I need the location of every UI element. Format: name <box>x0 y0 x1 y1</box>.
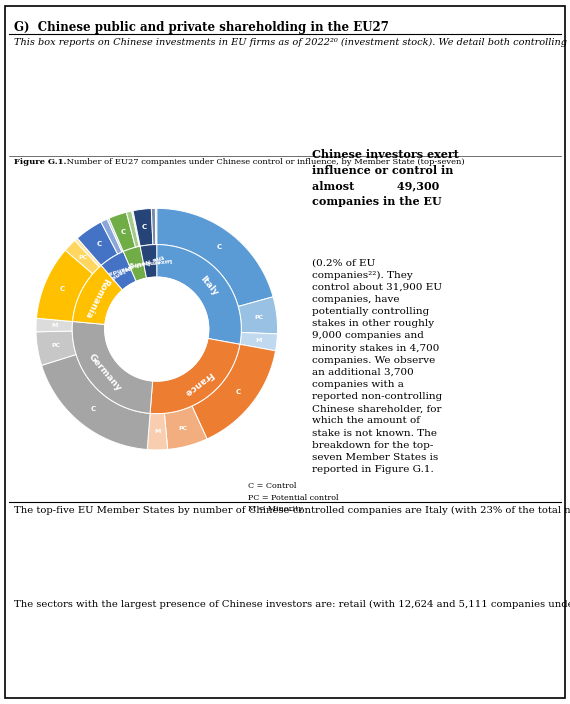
Polygon shape <box>75 238 101 267</box>
Text: G)  Chinese public and private shareholding in the EU27: G) Chinese public and private shareholdi… <box>14 21 389 34</box>
Text: The sectors with the largest presence of Chinese investors are: retail (with 12,: The sectors with the largest presence of… <box>14 600 570 609</box>
Text: The top-five EU Member States by number of Chinese-controlled companies are Ital: The top-five EU Member States by number … <box>14 505 570 515</box>
Polygon shape <box>127 211 139 247</box>
Text: M: M <box>51 323 58 328</box>
Text: PC: PC <box>254 315 263 320</box>
Polygon shape <box>240 332 278 351</box>
Text: C: C <box>90 406 95 413</box>
Text: C: C <box>60 286 65 292</box>
Text: Germany: Germany <box>87 353 123 394</box>
Polygon shape <box>140 244 157 278</box>
Polygon shape <box>238 297 278 334</box>
Polygon shape <box>107 218 123 252</box>
Text: Italy: Italy <box>198 274 220 297</box>
Polygon shape <box>164 406 207 449</box>
Polygon shape <box>78 222 117 265</box>
Text: Chinese investors exert
influence or control in
almost           49,300
companie: Chinese investors exert influence or con… <box>312 149 459 207</box>
Text: PC: PC <box>79 256 88 260</box>
Polygon shape <box>192 344 275 439</box>
Text: C: C <box>235 389 241 395</box>
Text: C = Control
PC = Potential control
M = Minority: C = Control PC = Potential control M = M… <box>248 482 339 513</box>
Polygon shape <box>36 318 72 332</box>
Polygon shape <box>150 339 240 414</box>
Text: Figure G.1.: Figure G.1. <box>14 158 67 165</box>
Text: This box reports on Chinese investments in EU firms as of 2022²⁰ (investment sto: This box reports on Chinese investments … <box>14 38 570 47</box>
Polygon shape <box>101 219 122 254</box>
Polygon shape <box>109 212 136 251</box>
Text: Poland: Poland <box>109 263 132 280</box>
Polygon shape <box>132 210 140 246</box>
Text: C: C <box>216 244 221 251</box>
Polygon shape <box>72 322 153 413</box>
Text: PC: PC <box>178 426 188 431</box>
Text: C: C <box>121 229 126 235</box>
Text: M: M <box>255 338 262 343</box>
Circle shape <box>105 277 209 381</box>
Text: C: C <box>96 241 101 247</box>
Text: the Netherlands: the Netherlands <box>108 253 165 275</box>
Polygon shape <box>156 208 157 244</box>
Polygon shape <box>36 331 76 365</box>
Polygon shape <box>36 250 93 322</box>
Text: M: M <box>154 429 161 434</box>
Text: C: C <box>142 225 147 230</box>
Polygon shape <box>72 265 123 325</box>
Polygon shape <box>157 208 273 306</box>
Text: Number of EU27 companies under Chinese control or influence, by Member State (to: Number of EU27 companies under Chinese c… <box>64 158 465 165</box>
Text: Romania: Romania <box>82 277 110 320</box>
Polygon shape <box>157 244 241 344</box>
Polygon shape <box>42 355 150 450</box>
Polygon shape <box>147 413 168 450</box>
Polygon shape <box>133 208 153 246</box>
Polygon shape <box>151 208 156 245</box>
Text: PC: PC <box>51 344 60 348</box>
Text: Luxembourg: Luxembourg <box>128 256 172 266</box>
Text: France: France <box>182 369 215 397</box>
Polygon shape <box>123 246 146 282</box>
Text: (0.2% of EU
companies²²). They
control about 31,900 EU
companies, have
potential: (0.2% of EU companies²²). They control a… <box>312 258 443 474</box>
Polygon shape <box>101 251 136 290</box>
Polygon shape <box>66 241 99 274</box>
